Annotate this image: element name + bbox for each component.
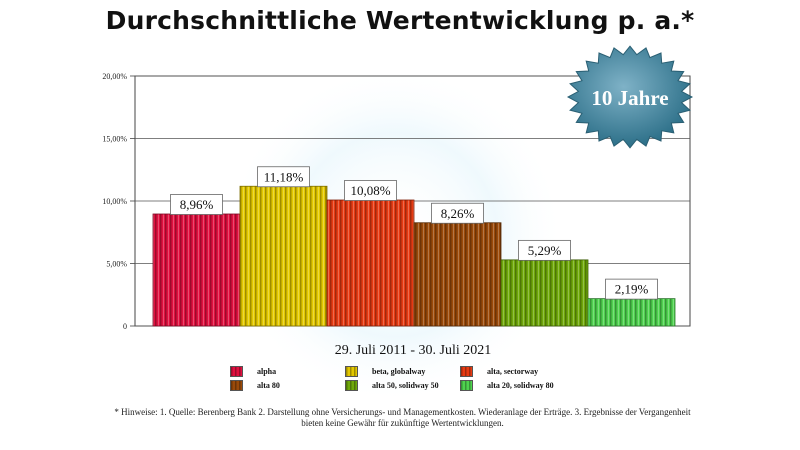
legend-swatch <box>460 365 473 377</box>
legend-label: beta, globalway <box>372 366 426 376</box>
bar <box>239 185 328 327</box>
data-label-box <box>344 180 397 201</box>
y-tick-label: 20,00% <box>102 72 127 81</box>
data-label-box <box>605 278 658 300</box>
data-label: 8,96% <box>180 197 214 212</box>
legend-item: alta 50, solidway 50 <box>345 378 439 392</box>
bar <box>326 199 415 327</box>
data-label: 8,26% <box>441 206 475 221</box>
legend-item: alta 80 <box>230 378 280 392</box>
legend-swatch <box>230 365 243 377</box>
legend-swatch <box>230 379 243 391</box>
legend-swatch <box>460 379 473 391</box>
bar <box>413 222 502 327</box>
data-label-box <box>518 239 571 261</box>
x-axis-label: 29. Juli 2011 - 30. Juli 2021 <box>335 343 492 358</box>
legend-swatch <box>345 365 358 377</box>
data-label: 5,29% <box>528 243 562 258</box>
legend-label: alta 80 <box>257 380 280 390</box>
chart-title: Durchschnittliche Wertentwicklung p. a.* <box>105 6 695 35</box>
y-tick-label: 15,00% <box>102 135 127 144</box>
data-label: 11,18% <box>264 169 304 184</box>
badge-text: 10 Jahre <box>591 86 668 110</box>
badge-starburst <box>566 45 694 149</box>
bar <box>500 259 589 327</box>
legend-item: alta 20, solidway 80 <box>460 378 554 392</box>
bar <box>152 213 241 327</box>
legend-label: alta 20, solidway 80 <box>487 380 554 390</box>
legend-label: alta 50, solidway 50 <box>372 380 439 390</box>
y-tick-label: 0 <box>123 322 127 331</box>
data-label-box <box>257 166 310 188</box>
data-label-box <box>431 202 484 224</box>
legend-item: alta, sectorway <box>460 364 538 378</box>
y-tick-label: 5,00% <box>106 260 127 269</box>
data-label-box <box>170 194 223 215</box>
y-tick-label: 10,00% <box>102 197 127 206</box>
bar <box>587 298 676 327</box>
legend-item: beta, globalway <box>345 364 425 378</box>
data-label: 2,19% <box>615 282 649 297</box>
legend-label: alpha <box>257 366 277 376</box>
legend-label: alta, sectorway <box>487 366 539 376</box>
data-label: 10,08% <box>350 183 390 198</box>
legend-swatch <box>345 379 358 391</box>
footnote: * Hinweise: 1. Quelle: Berenberg Bank 2.… <box>114 407 691 428</box>
legend-item: alpha <box>230 364 276 378</box>
